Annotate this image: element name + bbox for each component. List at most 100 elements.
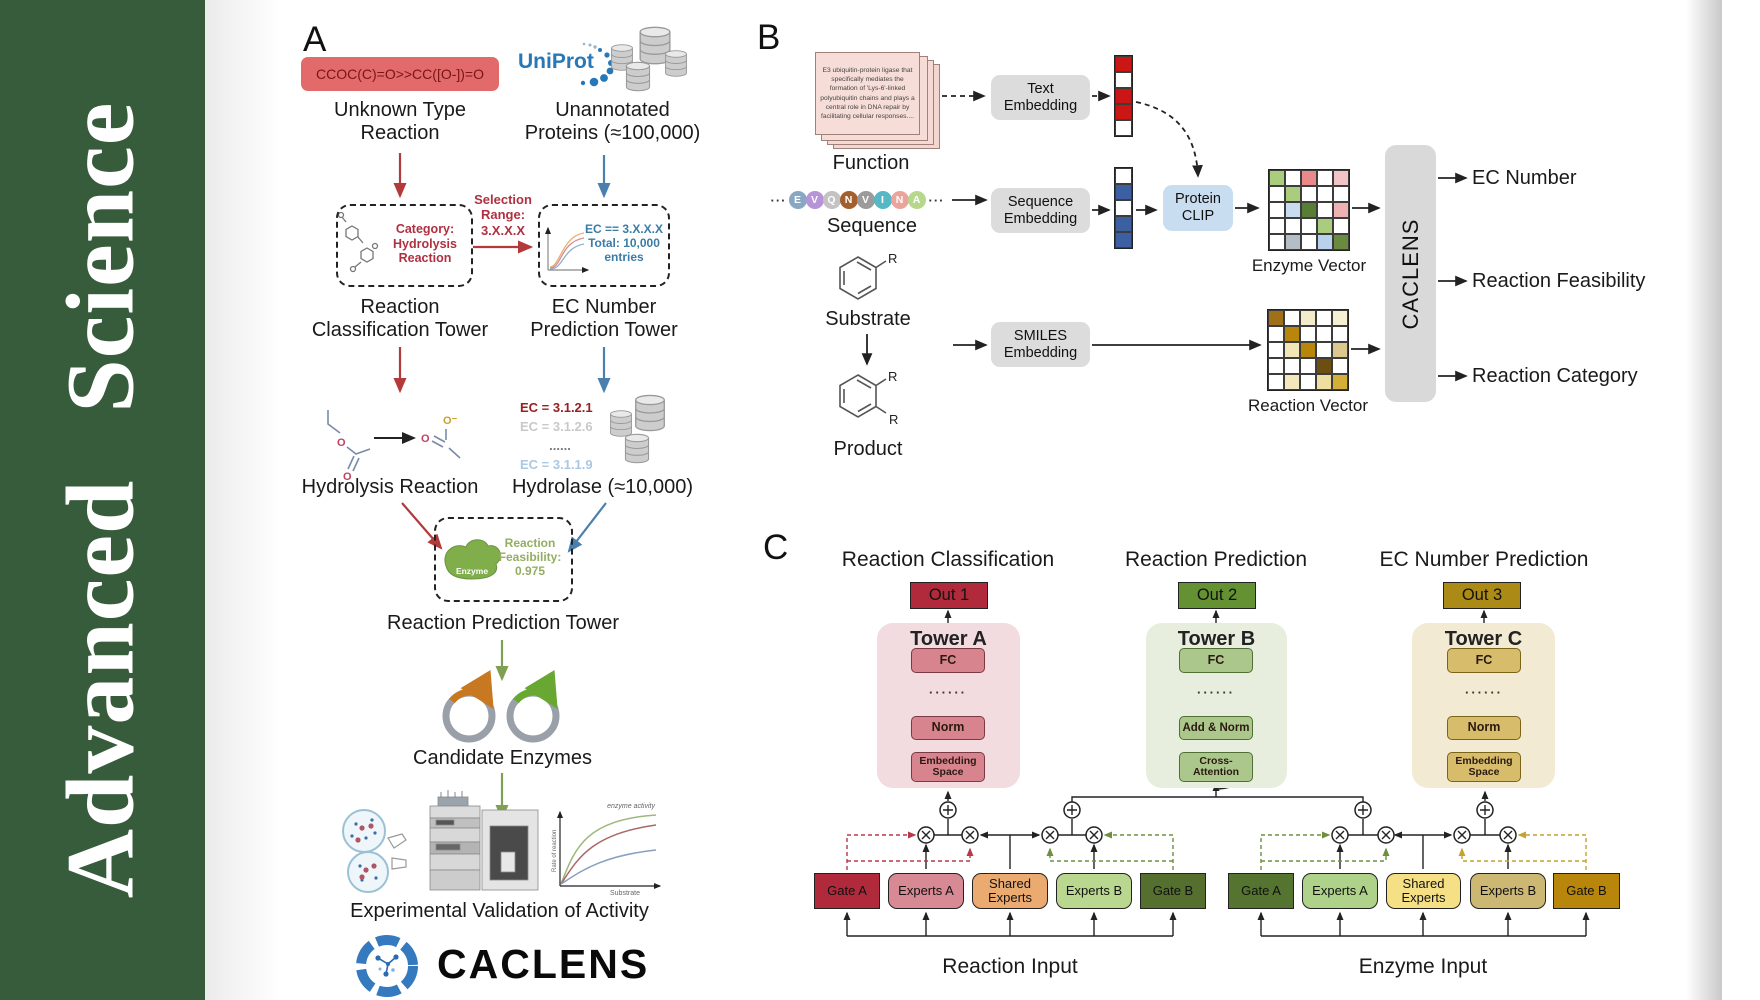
output-reaction-category: Reaction Category [1472, 365, 1638, 387]
panel-b-arrows [861, 90, 1468, 382]
gate-routes [846, 831, 1587, 870]
right-edge-fade [1686, 0, 1722, 1000]
tower-a: Tower A [877, 623, 1020, 788]
tower-b-addnorm: Add & Norm [1179, 716, 1253, 740]
svg-text:O: O [343, 471, 352, 483]
moe-left-shared-experts: Shared Experts [972, 873, 1048, 909]
unknown-reaction-label: Unknown Type Reaction [334, 98, 466, 144]
reaction-vector-label: Reaction Vector [1247, 396, 1368, 416]
tower-c-title: Tower C [1444, 628, 1523, 650]
ester-molecule-icon: O O [327, 410, 371, 483]
candidate-enzymes-label: Candidate Enzymes [413, 747, 592, 770]
panel-c-label: C [763, 528, 789, 567]
substrate-r-label: R [888, 251, 897, 266]
mini-sigmoid-plot-icon [545, 226, 590, 273]
activity-y-label: Rate of reaction [552, 830, 558, 872]
classification-tower-box [336, 204, 473, 287]
substrate-molecule-icon: R [839, 251, 897, 300]
operator-symbols [917, 801, 1517, 844]
activity-series-label: enzyme activity [607, 803, 655, 810]
text-embedding-box: Text Embedding [991, 75, 1090, 120]
svg-text:O: O [337, 437, 346, 449]
tower-c-embedding: Embedding Space [1447, 752, 1521, 782]
moe-left-experts-a: Experts A [888, 873, 964, 909]
panel-a-arrows [374, 153, 611, 821]
smiles-reaction-box: CCOC(C)=O>>CC([O-])=O [301, 57, 499, 91]
enzyme-blob-icon [444, 539, 501, 580]
header-reaction-classification: Reaction Classification [841, 547, 1055, 571]
ec-tower-label: EC Number Prediction Tower [530, 295, 678, 341]
left-edge-fade [205, 0, 280, 1000]
reaction-input-label: Reaction Input [942, 954, 1078, 978]
sequence-label: Sequence [826, 215, 918, 238]
output-ec-number: EC Number [1472, 167, 1577, 189]
database-cluster-top-icon [611, 26, 687, 92]
caclens-logo-icon [356, 935, 418, 997]
tower-b-fc: FC [1179, 648, 1253, 673]
database-cluster-hydrolase-icon [610, 394, 665, 464]
svg-text:O⁻: O⁻ [443, 415, 458, 427]
sequence-feature-vector [1114, 167, 1133, 249]
cell-dish-icons [342, 809, 407, 893]
moe-right-gate-a: Gate A [1228, 873, 1294, 909]
sequence-embedding-box: Sequence Embedding [991, 188, 1090, 233]
tower-a-embedding: Embedding Space [911, 752, 985, 782]
out1-box: Out 1 [910, 582, 988, 609]
caclens-bar: CACLENS [1385, 145, 1436, 402]
product-r1-label: R [888, 369, 897, 384]
moe-right-shared-experts: Shared Experts [1386, 873, 1461, 909]
panel-a-label: A [303, 20, 327, 59]
header-ec-prediction: EC Number Prediction [1379, 547, 1589, 571]
hydrolase-label: Hydrolase (≈10,000) [511, 476, 694, 499]
feasibility-box [434, 517, 573, 602]
function-card: E3 ubiquitin-protein ligase that specifi… [815, 52, 920, 135]
hplc-machine-icon [429, 790, 539, 891]
function-card-text: E3 ubiquitin-protein ligase that specifi… [820, 67, 915, 120]
activity-x-label: Substrate [610, 890, 640, 897]
header-reaction-prediction: Reaction Prediction [1124, 547, 1308, 571]
smiles-embedding-box: SMILES Embedding [991, 322, 1090, 367]
ec-prediction-box [538, 204, 670, 287]
moe-left-gate-a: Gate A [814, 873, 880, 909]
out3-box: Out 3 [1443, 582, 1521, 609]
tower-a-title: Tower A [910, 628, 987, 650]
product-molecule-icon: R R [839, 369, 898, 427]
classification-tower-label: Reaction Classification Tower [311, 295, 489, 341]
caclens-brand-text: CACLENS [437, 941, 650, 987]
enzyme-badge: Enzyme [455, 566, 489, 577]
tower-b-dots: ······ [1197, 685, 1235, 700]
activity-graph-icon: enzyme activity Rate of reaction Substra… [552, 803, 662, 897]
svg-text:O: O [421, 433, 430, 445]
panel-b-label: B [757, 18, 781, 57]
caclens-bar-text: CACLENS [1397, 218, 1423, 329]
unannotated-proteins-label: Unannotated Proteins (≈100,000) [524, 98, 701, 144]
tower-a-dots: ······ [929, 685, 967, 700]
product-label: Product [833, 438, 903, 461]
enzyme-vector-label: Enzyme Vector [1251, 256, 1367, 276]
validation-label: Experimental Validation of Activity [350, 900, 649, 923]
moe-right-experts-a: Experts A [1302, 873, 1378, 909]
selection-range-label: Selection Range: 3.X.X.X [474, 192, 532, 238]
tower-c-norm: Norm [1447, 716, 1521, 740]
function-label: Function [832, 152, 910, 175]
feasibility-label: Reaction Feasibility: 0.975 [498, 536, 562, 578]
plasmid-icons [442, 669, 560, 743]
ec-filter-label: EC == 3.X.X.X Total: 10,000 entries [584, 222, 664, 264]
enzyme-vector-matrix [1268, 169, 1350, 251]
tower-a-fc: FC [911, 648, 985, 673]
tower-b-title: Tower B [1177, 628, 1256, 650]
category-label: Category: Hydrolysis Reaction [393, 222, 457, 266]
reaction-vector-matrix [1267, 309, 1349, 391]
uniprot-logo: UniProt [518, 50, 594, 73]
hydrolysis-reaction-label: Hydrolysis Reaction [301, 476, 479, 499]
prediction-tower-label: Reaction Prediction Tower [387, 612, 619, 635]
tower-c-fc: FC [1447, 648, 1521, 673]
ec-result-list: EC = 3.1.2.1 EC = 3.1.2.6 ...... EC = 3.… [520, 400, 593, 472]
product-r2-label: R [889, 412, 898, 427]
out2-box: Out 2 [1178, 582, 1256, 609]
output-reaction-feasibility: Reaction Feasibility [1472, 270, 1646, 292]
substrate-label: Substrate [825, 308, 911, 331]
